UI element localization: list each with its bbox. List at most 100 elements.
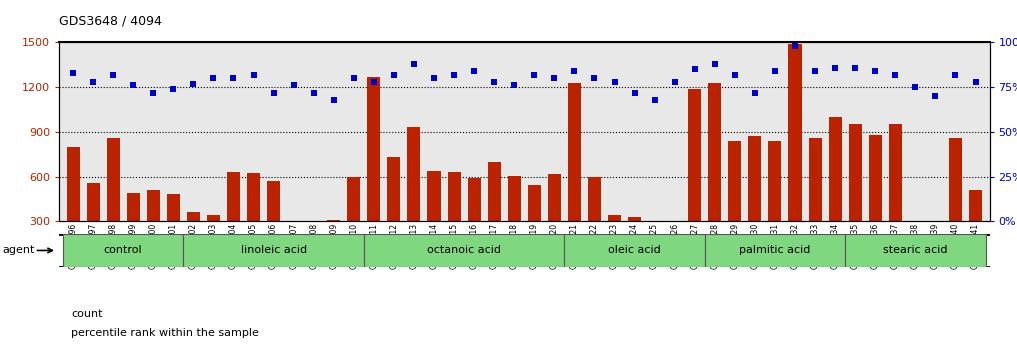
Point bbox=[286, 82, 302, 88]
Bar bbox=[364, 234, 564, 267]
Point bbox=[947, 72, 963, 78]
Bar bbox=[608, 215, 621, 266]
Bar bbox=[408, 127, 420, 266]
Point bbox=[486, 79, 502, 85]
Text: palmitic acid: palmitic acid bbox=[739, 245, 811, 256]
Point bbox=[466, 68, 482, 74]
Bar bbox=[187, 212, 200, 266]
Text: stearic acid: stearic acid bbox=[883, 245, 948, 256]
Bar bbox=[127, 193, 139, 266]
Point bbox=[566, 68, 583, 74]
Point bbox=[65, 70, 81, 76]
Bar bbox=[387, 157, 401, 266]
Bar bbox=[267, 181, 280, 266]
Bar bbox=[507, 176, 521, 266]
Bar bbox=[468, 178, 481, 266]
Text: oleic acid: oleic acid bbox=[608, 245, 661, 256]
Bar bbox=[528, 185, 541, 266]
Text: octanoic acid: octanoic acid bbox=[427, 245, 501, 256]
Bar bbox=[788, 44, 801, 266]
Point bbox=[105, 72, 121, 78]
Bar bbox=[629, 217, 641, 266]
Point bbox=[707, 61, 723, 67]
Bar bbox=[227, 172, 240, 266]
Point bbox=[928, 93, 944, 99]
Bar bbox=[848, 124, 861, 266]
Point bbox=[445, 72, 462, 78]
Point bbox=[165, 86, 181, 92]
Point bbox=[907, 84, 923, 90]
Point bbox=[967, 79, 983, 85]
Bar bbox=[367, 77, 380, 266]
Point bbox=[606, 79, 622, 85]
Text: GDS3648 / 4094: GDS3648 / 4094 bbox=[59, 14, 162, 27]
Text: linoleic acid: linoleic acid bbox=[240, 245, 307, 256]
Point bbox=[85, 79, 102, 85]
Point bbox=[847, 65, 863, 70]
Text: agent: agent bbox=[2, 245, 35, 256]
Point bbox=[546, 75, 562, 81]
Point bbox=[887, 72, 903, 78]
Bar bbox=[447, 172, 461, 266]
Bar bbox=[829, 117, 842, 266]
Bar bbox=[183, 234, 364, 267]
Bar bbox=[146, 190, 160, 266]
Bar bbox=[969, 190, 982, 266]
Bar bbox=[564, 234, 705, 267]
Point bbox=[587, 75, 603, 81]
Point bbox=[366, 79, 382, 85]
Point bbox=[125, 82, 141, 88]
Point bbox=[305, 90, 321, 95]
Bar bbox=[869, 135, 882, 266]
Text: count: count bbox=[71, 309, 103, 319]
Bar bbox=[327, 220, 341, 266]
Point bbox=[666, 79, 682, 85]
Bar bbox=[488, 162, 500, 266]
Bar bbox=[708, 83, 721, 266]
Point bbox=[787, 43, 803, 49]
Bar bbox=[307, 224, 320, 266]
Point bbox=[526, 72, 542, 78]
Bar bbox=[588, 177, 601, 266]
Bar bbox=[728, 141, 741, 266]
Point bbox=[626, 90, 643, 95]
Bar bbox=[107, 138, 120, 266]
Point bbox=[727, 72, 743, 78]
Point bbox=[226, 75, 242, 81]
Point bbox=[767, 68, 783, 74]
Bar bbox=[648, 221, 661, 266]
Bar bbox=[705, 234, 845, 267]
Bar bbox=[909, 221, 921, 266]
Bar bbox=[63, 234, 183, 267]
Bar bbox=[287, 227, 300, 266]
Point bbox=[245, 72, 261, 78]
Bar bbox=[929, 236, 942, 266]
Bar bbox=[86, 183, 100, 266]
Point bbox=[325, 97, 342, 103]
Point bbox=[205, 75, 222, 81]
Point bbox=[346, 75, 362, 81]
Point bbox=[265, 90, 282, 95]
Point bbox=[426, 75, 442, 81]
Point bbox=[506, 82, 523, 88]
Bar bbox=[567, 83, 581, 266]
Point bbox=[746, 90, 763, 95]
Bar bbox=[889, 124, 902, 266]
Bar bbox=[668, 234, 681, 266]
Bar bbox=[427, 171, 440, 266]
Bar bbox=[809, 138, 822, 266]
Bar bbox=[749, 136, 762, 266]
Point bbox=[185, 81, 201, 86]
Bar bbox=[949, 138, 962, 266]
Bar bbox=[769, 141, 781, 266]
Point bbox=[385, 72, 402, 78]
Bar bbox=[66, 147, 79, 266]
Point bbox=[145, 90, 162, 95]
Point bbox=[406, 61, 422, 67]
Bar bbox=[548, 173, 560, 266]
Bar bbox=[247, 173, 260, 266]
Bar bbox=[206, 215, 220, 266]
Bar bbox=[167, 194, 180, 266]
Text: control: control bbox=[104, 245, 142, 256]
Point bbox=[647, 97, 663, 103]
